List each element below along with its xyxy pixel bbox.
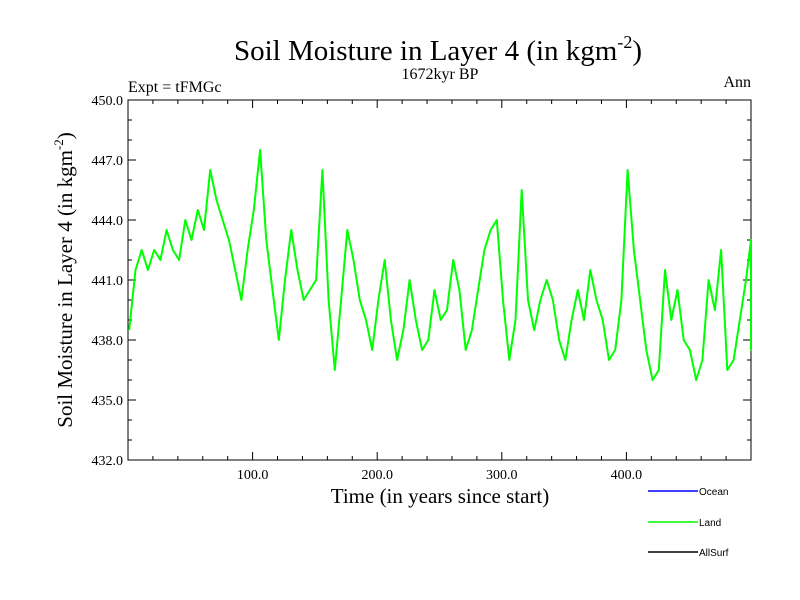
x-axis-label: Time (in years since start): [331, 484, 550, 508]
legend-label-land: Land: [699, 518, 721, 529]
y-axis-label-close: ): [53, 132, 77, 139]
y-tick-label: 444.0: [92, 214, 124, 229]
y-tick-label: 450.0: [92, 94, 124, 109]
y-axis-label: Soil Moisture in Layer 4 (in kgm-2): [51, 132, 77, 427]
chart-title-close: ): [632, 35, 642, 67]
chart-title: Soil Moisture in Layer 4 (in kgm-2): [234, 32, 642, 67]
y-tick-label: 438.0: [92, 334, 124, 349]
x-tick-label: 200.0: [361, 468, 393, 483]
chart-title-main: Soil Moisture in Layer 4 (in kgm: [234, 35, 618, 67]
y-tick-label: 447.0: [92, 154, 124, 169]
y-axis-label-main: Soil Moisture in Layer 4 (in kgm: [53, 150, 77, 428]
chart-title-superscript: -2: [617, 32, 632, 52]
legend-label-ocean: Ocean: [699, 487, 728, 498]
x-tick-label: 100.0: [237, 468, 269, 483]
series-line-land: [128, 149, 752, 381]
x-tick-label: 400.0: [611, 468, 643, 483]
plot-frame: [127, 99, 752, 461]
legend: Ocean Land AllSurf: [648, 487, 729, 559]
axes: 432.0 435.0 438.0 441.0 444.0 447.0 450.0 100.0…: [92, 94, 751, 483]
y-axis-label-superscript: -2: [51, 139, 66, 150]
x-tick-label: 300.0: [486, 468, 518, 483]
y-tick-label: 432.0: [92, 454, 124, 469]
legend-label-allsurf: AllSurf: [699, 548, 729, 559]
y-tick-label: 435.0: [92, 394, 124, 409]
season-label: Ann: [723, 74, 751, 91]
experiment-label: Expt = tFMGc: [128, 79, 221, 96]
chart-subtitle: 1672kyr BP: [402, 66, 479, 83]
y-tick-label: 441.0: [92, 274, 124, 289]
